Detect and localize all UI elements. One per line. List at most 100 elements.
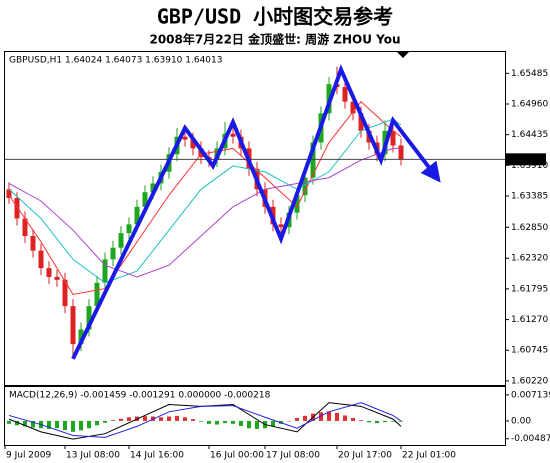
histogram-bar xyxy=(335,412,339,421)
candle-body xyxy=(398,145,404,160)
y-tick-label: 1.62850 xyxy=(511,223,548,233)
x-tick-label: 16 Jul 00:00 xyxy=(210,451,264,461)
histogram-bar xyxy=(23,420,27,427)
y-tick-label: 1.63385 xyxy=(511,192,548,202)
histogram-bar xyxy=(159,417,163,421)
candle-body xyxy=(230,133,236,137)
candle-body xyxy=(14,198,20,219)
shift-marker xyxy=(397,52,409,58)
x-tick-label: 22 Jul 01:00 xyxy=(402,451,456,461)
histogram-bar xyxy=(375,420,379,424)
histogram-bar xyxy=(31,420,35,428)
candle-body xyxy=(38,250,44,269)
candle-body xyxy=(278,224,284,228)
histogram-bar xyxy=(95,420,99,426)
x-tick-label: 17 Jul 08:00 xyxy=(266,451,320,461)
histogram-bar xyxy=(247,420,251,429)
histogram-bar xyxy=(111,420,115,421)
line-series xyxy=(8,100,402,296)
histogram-bar xyxy=(7,420,11,424)
y-tick-label: 1.64960 xyxy=(511,99,548,109)
y-tick-label: 0.00 xyxy=(511,416,531,426)
candle-body xyxy=(54,276,60,280)
candle-body xyxy=(118,233,124,248)
candle-body xyxy=(46,268,52,277)
histogram-bar xyxy=(215,420,219,425)
histogram-bar xyxy=(183,417,187,421)
candle-body xyxy=(310,142,316,178)
histogram-bar xyxy=(55,420,59,429)
histogram-bar xyxy=(191,419,195,421)
histogram-bar xyxy=(47,420,51,429)
histogram-bar xyxy=(327,411,331,421)
histogram-bar xyxy=(231,420,235,424)
y-tick-label: 1.60745 xyxy=(511,346,548,356)
histogram-bar xyxy=(255,420,259,429)
candle-body xyxy=(342,87,348,102)
line-series xyxy=(8,402,402,438)
y-tick-label: 0.007139 xyxy=(511,390,550,400)
candle-body xyxy=(62,279,68,307)
candle-body xyxy=(150,183,156,193)
histogram-bar xyxy=(87,420,91,429)
histogram-bar xyxy=(383,420,387,423)
x-tick-label: 20 Jul 17:00 xyxy=(338,451,392,461)
histogram-bar xyxy=(143,416,147,421)
histogram-bar xyxy=(303,415,307,421)
candle-body xyxy=(70,306,76,345)
y-tick-label: 1.65485 xyxy=(511,69,548,79)
candle-body xyxy=(390,130,396,146)
histogram-bar xyxy=(223,420,227,424)
candle-body xyxy=(22,218,28,237)
x-tick-label: 13 Jul 08:00 xyxy=(66,451,120,461)
y-tick-label: 1.64435 xyxy=(511,130,548,140)
histogram-bar xyxy=(207,420,211,424)
candle-body xyxy=(126,224,132,234)
histogram-bar xyxy=(103,420,107,423)
histogram-bar xyxy=(319,412,323,421)
last-price-label: 1.64013 xyxy=(509,155,546,165)
candle-body xyxy=(134,206,140,225)
histogram-bar xyxy=(351,418,355,421)
line-series xyxy=(8,118,402,284)
histogram-bar xyxy=(175,415,179,421)
histogram-bar xyxy=(167,416,171,421)
x-tick-label: 9 Jul 2009 xyxy=(6,451,51,461)
candle-body xyxy=(294,195,300,213)
line-series xyxy=(8,147,401,278)
x-tick-label: 14 Jul 16:00 xyxy=(130,451,184,461)
candle-body xyxy=(78,329,84,345)
chart-label: GBPUSD,H1 1.64024 1.64073 1.63910 1.6401… xyxy=(9,56,222,66)
y-tick-label: 1.62320 xyxy=(511,254,548,264)
histogram-bar xyxy=(71,420,75,432)
candle-body xyxy=(30,236,36,251)
candle-body xyxy=(190,139,196,149)
histogram-bar xyxy=(79,420,83,431)
histogram-bar xyxy=(63,420,67,431)
line-series xyxy=(8,402,402,440)
last-price-box xyxy=(506,153,546,166)
candle-body xyxy=(86,306,92,330)
macd-chart: 0.007139 0.00 -0.004871 MACD(12,26,9) -0.00… xyxy=(7,390,550,444)
histogram-bar xyxy=(287,420,291,422)
candle-body xyxy=(110,247,116,260)
candle-body xyxy=(350,101,356,114)
y-tick-label: 1.60220 xyxy=(511,376,548,386)
histogram-bar xyxy=(127,417,131,421)
histogram-bar xyxy=(119,418,123,421)
line-series xyxy=(71,64,441,360)
price-chart: 1.65485 1.64960 1.64435 1.63910 1.63385 1.628… xyxy=(4,56,548,461)
histogram-bar xyxy=(239,420,243,427)
macd-panel xyxy=(4,386,506,446)
histogram-bar xyxy=(343,415,347,421)
y-tick-label: 1.63910 xyxy=(511,161,548,171)
y-tick-label: 1.61270 xyxy=(511,315,548,325)
candle-body xyxy=(358,113,364,131)
subtitle: 2008年7月22日 金顶盛世: 周游 ZHOU You xyxy=(149,32,400,47)
histogram-bar xyxy=(295,418,299,421)
candle-body xyxy=(302,177,308,196)
macd-label: MACD(12,26,9) -0.001459 -0.001291 0.0000… xyxy=(9,391,271,401)
y-tick-label: 1.61795 xyxy=(511,284,548,294)
histogram-bar xyxy=(367,420,371,423)
